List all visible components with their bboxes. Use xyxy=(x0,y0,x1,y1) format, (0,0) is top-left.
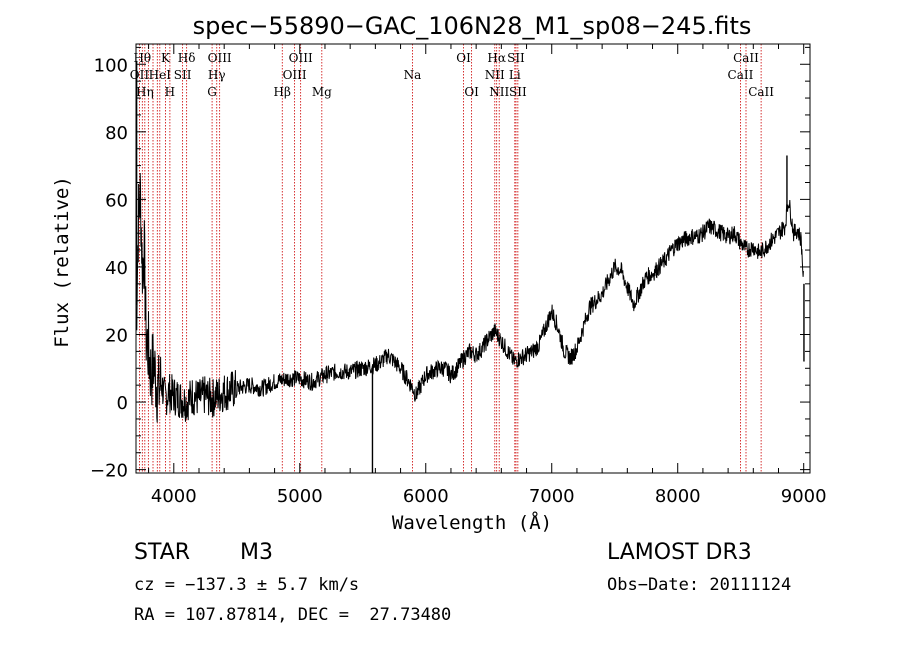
y-tick-label-80: 80 xyxy=(105,123,128,144)
x-tick-label-5000: 5000 xyxy=(277,486,323,507)
line-marker-label-24: Li xyxy=(509,68,521,82)
x-tick-label-8000: 8000 xyxy=(655,486,701,507)
line-marker-label-9: SII xyxy=(174,68,192,82)
line-marker-label-10: Hδ xyxy=(178,51,196,65)
y-tick-label-60: 60 xyxy=(105,190,128,211)
object-class: STAR xyxy=(134,540,191,565)
line-marker-label-21: NII xyxy=(485,68,505,82)
line-marker-label-1: Hθ xyxy=(133,51,151,65)
line-marker-label-23: NII xyxy=(489,85,509,99)
line-marker-label-0: OII xyxy=(130,68,150,82)
line-marker-label-12: Hγ xyxy=(208,68,226,82)
spectrum-series xyxy=(135,60,805,473)
y-tick-label-20: 20 xyxy=(105,326,128,347)
line-marker-label-27: CaII xyxy=(728,68,754,82)
line-marker-label-26: SII xyxy=(509,85,527,99)
line-marker-label-25: SII xyxy=(507,51,525,65)
x-axis-label: Wavelength (Å) xyxy=(392,511,552,534)
object-subclass: M3 xyxy=(240,540,273,565)
line-marker-label-6: HeI xyxy=(149,68,172,82)
line-marker-label-18: Na xyxy=(404,68,422,82)
line-marker-label-19: OI xyxy=(456,51,471,65)
line-marker-label-14: Hβ xyxy=(274,85,291,99)
line-marker-label-17: Mg xyxy=(312,85,332,99)
line-marker-label-28: CaII xyxy=(733,51,759,65)
line-marker-label-29: CaII xyxy=(748,85,774,99)
line-marker-label-16: OIII xyxy=(289,51,313,65)
redshift-velocity: cz = −137.3 ± 5.7 km/s xyxy=(134,575,360,595)
survey-name: LAMOST DR3 xyxy=(607,540,752,565)
y-tick-label--20: −20 xyxy=(90,461,128,482)
x-tick-label-9000: 9000 xyxy=(781,486,827,507)
y-tick-label-40: 40 xyxy=(105,258,128,279)
line-marker-label-7: K xyxy=(161,51,171,65)
line-markers xyxy=(139,44,762,473)
line-marker-label-11: G xyxy=(207,85,217,99)
y-axis-label: Flux (relative) xyxy=(51,176,73,348)
line-marker-label-2: Hη xyxy=(136,85,154,99)
axis-ticks: 4000 5000 6000 7000 8000 9000 −20 0 20 40 60 80 100 xyxy=(90,44,827,507)
chart-title: spec−55890−GAC_106N28_M1_sp08−245.fits xyxy=(193,12,752,40)
y-tick-label-0: 0 xyxy=(117,393,128,414)
plot-frame xyxy=(135,43,811,474)
observation-date: Obs−Date: 20111124 xyxy=(607,575,792,595)
x-tick-label-6000: 6000 xyxy=(403,486,449,507)
x-tick-label-7000: 7000 xyxy=(529,486,575,507)
line-marker-label-8: H xyxy=(165,85,175,99)
y-tick-label-100: 100 xyxy=(94,55,128,76)
line-marker-label-22: Hα xyxy=(487,51,506,65)
line-marker-label-15: OIII xyxy=(283,68,307,82)
line-marker-labels: OII Hθ Hη HeI K H SII Hδ G Hγ OIII Hβ OIII OIII Mg Na OI… xyxy=(130,51,775,99)
line-marker-label-13: OIII xyxy=(208,51,232,65)
coordinates: RA = 107.87814, DEC = 27.73480 xyxy=(134,605,452,625)
x-tick-label-4000: 4000 xyxy=(151,486,197,507)
spectrum-line xyxy=(135,172,804,423)
line-marker-label-20: OI xyxy=(464,85,479,99)
